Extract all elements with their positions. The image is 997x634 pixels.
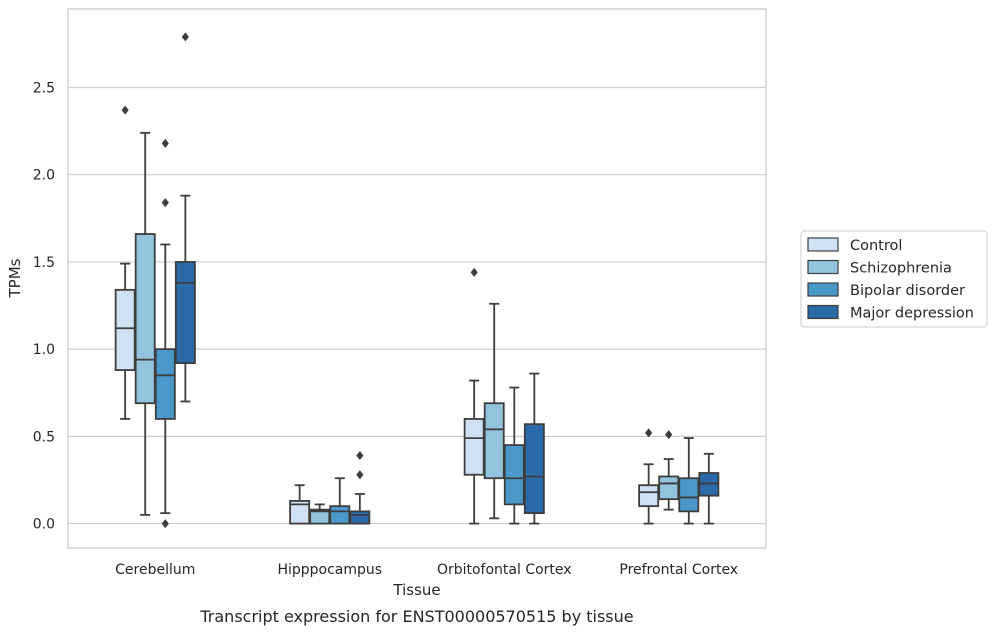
outlier-point bbox=[470, 267, 478, 277]
iqr-box bbox=[638, 484, 660, 508]
outlier-point bbox=[161, 198, 169, 208]
box-schizophrenia-0 bbox=[134, 131, 156, 516]
y-axis-label: TPMs bbox=[6, 258, 24, 298]
iqr-box bbox=[329, 505, 351, 525]
y-tick-label: 1.0 bbox=[33, 342, 55, 358]
iqr-box bbox=[503, 444, 525, 506]
box-major-depression-2 bbox=[523, 372, 545, 525]
box-bipolar-disorder-0 bbox=[154, 138, 176, 529]
x-axis-ticks: Cerebellum Hipppocampus Orbitofontal Corte… bbox=[115, 562, 738, 578]
y-tick-label: 0.5 bbox=[33, 429, 55, 445]
x-axis-label: Tissue bbox=[392, 581, 440, 599]
outlier-point bbox=[645, 428, 653, 438]
box-control-0 bbox=[114, 105, 136, 420]
iqr-box bbox=[174, 261, 196, 365]
legend-swatch bbox=[807, 304, 839, 320]
y-tick-label: 1.5 bbox=[33, 255, 55, 271]
legend-label: Control bbox=[850, 238, 902, 254]
outlier-point bbox=[356, 470, 364, 480]
box-control-2 bbox=[463, 267, 485, 525]
iqr-box bbox=[658, 475, 680, 501]
legend: Control Schizophrenia Bipolar disorder Majo… bbox=[800, 230, 988, 328]
iqr-box bbox=[289, 500, 311, 525]
iqr-box bbox=[483, 402, 505, 480]
iqr-box bbox=[154, 348, 176, 420]
iqr-box bbox=[678, 477, 700, 513]
iqr-box bbox=[309, 508, 331, 525]
iqr-box bbox=[114, 288, 136, 371]
outlier-point bbox=[665, 430, 673, 440]
box-major-depression-3 bbox=[698, 452, 720, 525]
iqr-box bbox=[349, 510, 371, 525]
grid-lines bbox=[68, 86, 766, 525]
outlier-point bbox=[356, 451, 364, 461]
legend-swatch bbox=[807, 259, 839, 275]
legend-label: Schizophrenia bbox=[850, 261, 952, 277]
x-tick-label: Orbitofontal Cortex bbox=[437, 562, 572, 578]
box-bipolar-disorder-1 bbox=[329, 477, 351, 525]
iqr-box bbox=[463, 418, 485, 476]
legend-swatch bbox=[807, 237, 839, 252]
y-tick-label: 0.0 bbox=[33, 517, 55, 533]
legend-label: Bipolar disorder bbox=[850, 283, 965, 299]
legend-swatch bbox=[807, 282, 839, 297]
box-control-1 bbox=[289, 484, 311, 525]
y-tick-label: 2.5 bbox=[33, 80, 55, 96]
outlier-point bbox=[161, 138, 169, 148]
box-major-depression-1 bbox=[349, 451, 371, 525]
box-schizophrenia-1 bbox=[309, 503, 331, 525]
plot-area-frame bbox=[67, 8, 767, 549]
chart-caption: Transcript expression for ENST0000057051… bbox=[199, 607, 633, 626]
iqr-box bbox=[523, 423, 545, 515]
y-axis-ticks: 0.0 0.5 1.0 1.5 2.0 2.5 bbox=[33, 80, 55, 532]
box-schizophrenia-3 bbox=[658, 430, 680, 511]
box-plot-series bbox=[114, 32, 720, 529]
box-schizophrenia-2 bbox=[483, 302, 505, 520]
x-tick-label: Cerebellum bbox=[115, 562, 195, 578]
outlier-point bbox=[181, 32, 189, 42]
x-tick-label: Hipppocampus bbox=[277, 562, 382, 578]
outlier-point bbox=[161, 519, 169, 529]
box-major-depression-0 bbox=[174, 32, 196, 403]
y-tick-label: 2.0 bbox=[33, 168, 55, 184]
box-control-3 bbox=[638, 428, 660, 525]
box-bipolar-disorder-2 bbox=[503, 386, 525, 525]
box-bipolar-disorder-3 bbox=[678, 437, 700, 525]
iqr-box bbox=[134, 233, 156, 405]
legend-label: Major depression bbox=[850, 306, 974, 322]
legend-frame bbox=[800, 230, 988, 328]
x-tick-label: Prefrontal Cortex bbox=[619, 562, 738, 578]
outlier-point bbox=[121, 105, 129, 115]
